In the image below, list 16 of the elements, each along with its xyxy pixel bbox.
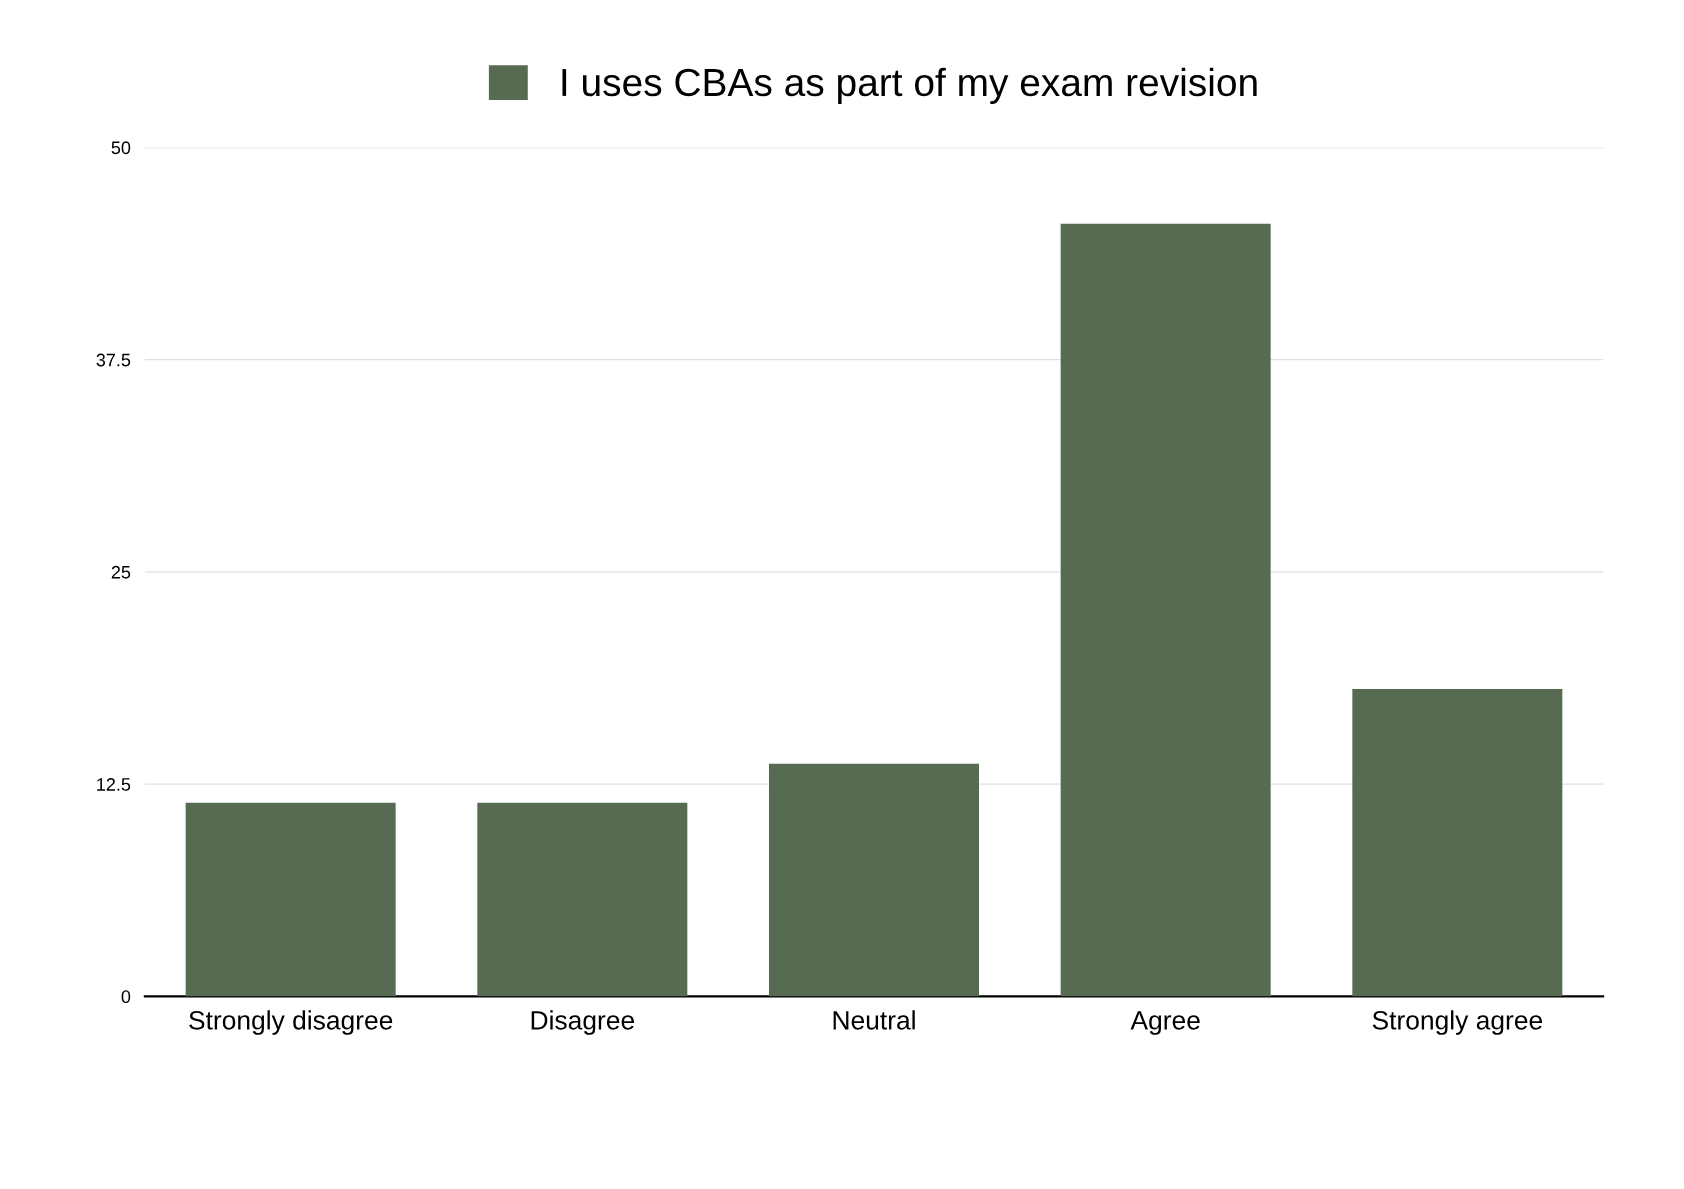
bar [1060,223,1271,997]
x-tick-label: Agree [1130,1011,1200,1035]
bar [769,763,979,997]
x-tick-label: Disagree [531,1010,634,1035]
y-tick-label: 25 [111,565,131,579]
x-tick-label: Neutral [833,1010,915,1030]
bar [1352,689,1563,997]
y-tick-label: 50 [111,141,131,155]
x-tick-label: Strongly agree [1372,1010,1542,1035]
y-tick-label: 0 [121,990,131,1004]
x-tick-label: Strongly disagree [189,1010,393,1035]
y-tick-label: 37.5 [96,353,131,367]
bar [185,802,396,997]
legend-label: I uses CBAs as part of my exam revision [562,67,1257,104]
y-tick-label: 12.5 [97,778,131,791]
bar [477,802,688,997]
